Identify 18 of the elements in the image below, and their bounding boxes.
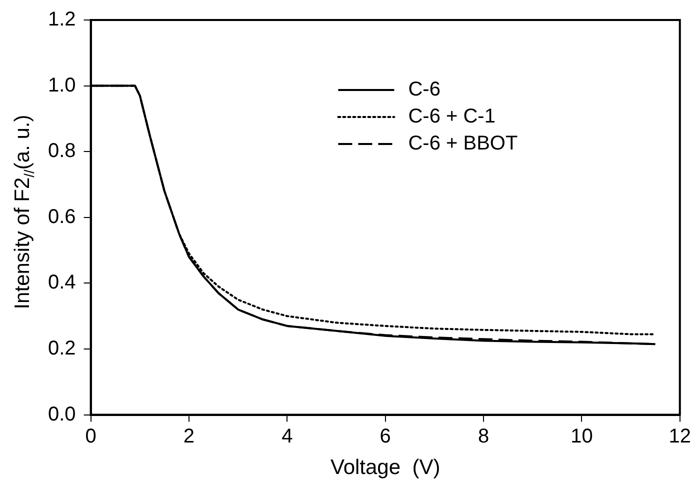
legend-label: C-6 + C-1 <box>408 106 496 128</box>
y-tick-label: 1.0 <box>48 74 76 96</box>
y-tick-label: 0.4 <box>48 272 76 294</box>
y-tick-label: 0.2 <box>48 338 76 360</box>
x-tick-label: 0 <box>85 425 96 448</box>
x-tick-label: 2 <box>183 425 195 448</box>
x-tick-label: 8 <box>478 425 490 448</box>
x-tick-label: 4 <box>282 425 293 448</box>
legend-label: C-6 + BBOT <box>408 132 518 155</box>
x-axis-title: Voltage (V) <box>330 456 440 480</box>
y-tick-label: 0.6 <box>48 206 76 228</box>
x-tick-label: 6 <box>380 425 391 448</box>
legend-label: C-6 <box>408 78 440 101</box>
y-tick-label: 1.2 <box>48 8 76 31</box>
y-tick-label: 0.8 <box>48 140 76 162</box>
y-tick-label: 0.0 <box>48 403 76 426</box>
x-tick-label: 12 <box>668 425 691 448</box>
x-tick-label: 10 <box>570 425 593 448</box>
